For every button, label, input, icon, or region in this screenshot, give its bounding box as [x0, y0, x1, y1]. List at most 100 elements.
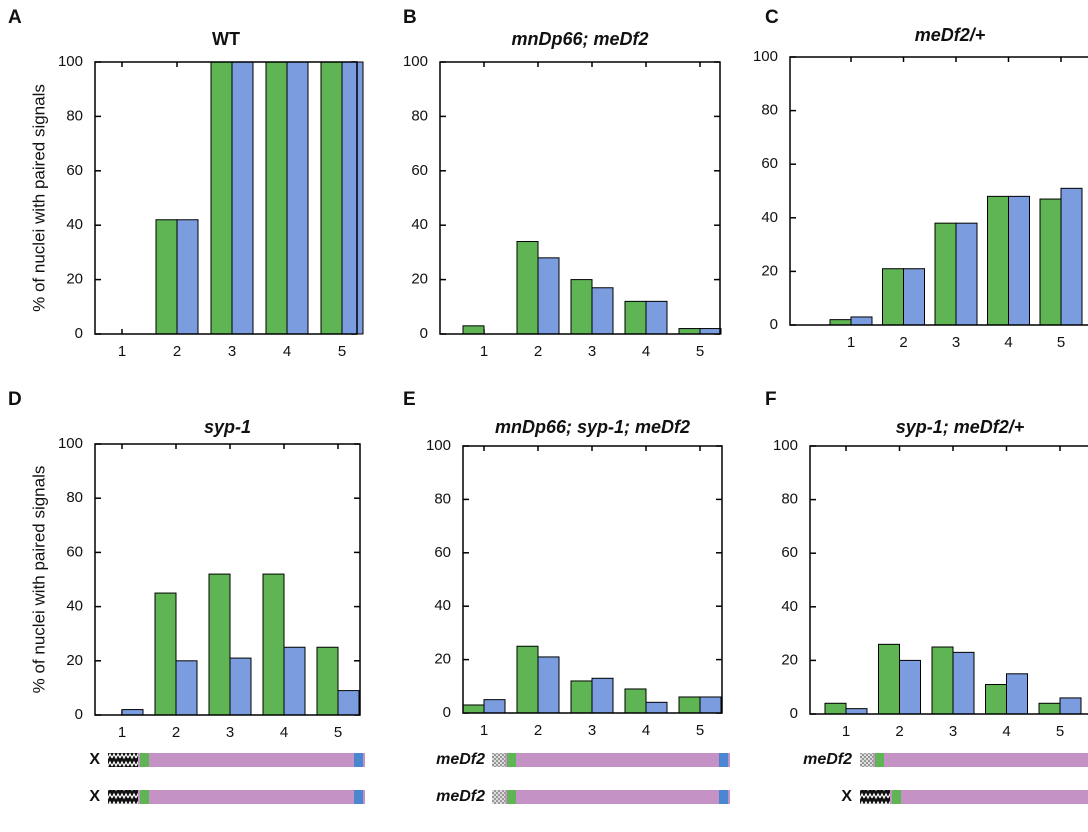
y-tick-label: 20 — [781, 651, 798, 668]
chromosome-end — [108, 753, 138, 767]
bar — [699, 328, 722, 335]
y-tick-label: 40 — [761, 209, 778, 226]
chromosome-label: X — [89, 751, 100, 768]
x-tick-label: 4 — [280, 724, 288, 741]
bar — [229, 657, 252, 716]
bar — [934, 222, 957, 326]
plot-frame — [94, 61, 358, 335]
bar — [320, 61, 343, 335]
chromosome-label: meDf2 — [436, 788, 485, 805]
chromosome-pairing-center — [892, 790, 901, 804]
bar — [155, 219, 178, 335]
y-tick-label: 60 — [761, 155, 778, 172]
bar — [337, 690, 360, 716]
y-tick-label: 100 — [753, 48, 778, 65]
bar — [678, 328, 701, 335]
bar — [483, 699, 506, 714]
bar — [645, 300, 668, 335]
plot-frame — [439, 61, 721, 335]
chromosome-end — [108, 790, 138, 804]
x-tick-label: 3 — [588, 343, 596, 360]
bar — [516, 645, 539, 714]
x-tick-label: 1 — [480, 343, 488, 360]
bar — [985, 684, 1007, 715]
x-tick-label: 2 — [899, 334, 907, 351]
bar — [678, 696, 701, 714]
x-tick-label: 1 — [118, 724, 126, 741]
bar — [624, 300, 647, 335]
bar — [1006, 673, 1028, 715]
panel-label: E — [403, 389, 416, 410]
y-tick-label: 40 — [411, 216, 428, 233]
y-tick-label: 0 — [770, 316, 778, 333]
bar — [955, 222, 978, 326]
bar — [931, 646, 954, 715]
chromosome-pairing-center — [140, 790, 149, 804]
panel-label: C — [765, 7, 779, 28]
x-tick-label: 3 — [228, 343, 236, 360]
bar — [262, 573, 285, 716]
x-tick-label: 1 — [842, 723, 850, 740]
y-axis-label: % of nuclei with paired signals — [29, 84, 48, 312]
chart-title: syp-1 — [204, 417, 251, 437]
x-tick-label: 2 — [534, 722, 542, 739]
bar — [591, 677, 614, 714]
chromosome-label: X — [841, 788, 852, 805]
bar — [987, 195, 1009, 326]
bar — [231, 61, 254, 335]
y-tick-label: 20 — [66, 652, 83, 669]
y-tick-label: 0 — [443, 704, 451, 721]
y-tick-label: 100 — [58, 53, 83, 70]
bar — [210, 61, 233, 335]
chart-title: WT — [212, 29, 240, 49]
bar — [1038, 702, 1061, 715]
y-tick-label: 100 — [426, 437, 451, 454]
bar — [903, 268, 925, 326]
y-tick-label: 60 — [781, 544, 798, 561]
x-tick-label: 5 — [1056, 723, 1064, 740]
x-tick-label: 2 — [534, 343, 542, 360]
chromosome-end — [492, 753, 505, 767]
x-tick-label: 5 — [334, 724, 342, 741]
x-tick-label: 3 — [949, 723, 957, 740]
bar — [952, 651, 975, 715]
bar — [850, 316, 873, 326]
bar — [829, 319, 852, 326]
bar — [591, 287, 614, 335]
chromosome-body — [860, 753, 1088, 767]
chromosome-pairing-center — [507, 753, 516, 767]
y-tick-label: 40 — [66, 216, 83, 233]
plot-frame — [809, 445, 1088, 715]
bar — [1039, 198, 1062, 326]
bar — [286, 61, 309, 335]
x-tick-label: 5 — [1057, 334, 1065, 351]
bar — [265, 61, 288, 335]
x-tick-label: 2 — [173, 343, 181, 360]
x-tick-label: 5 — [696, 343, 704, 360]
y-tick-label: 20 — [411, 271, 428, 288]
y-tick-label: 80 — [761, 102, 778, 119]
chromosome-tip — [354, 790, 363, 804]
bar — [624, 688, 647, 714]
y-tick-label: 0 — [75, 706, 83, 723]
y-tick-label: 20 — [761, 262, 778, 279]
chromosome-pairing-center — [507, 790, 516, 804]
bar — [570, 680, 593, 714]
chromosome-tip — [719, 790, 728, 804]
chromosome-tip — [719, 753, 728, 767]
bar — [537, 257, 560, 335]
panel-label: D — [8, 389, 22, 410]
y-tick-label: 60 — [434, 544, 451, 561]
y-tick-label: 80 — [411, 107, 428, 124]
x-tick-label: 2 — [895, 723, 903, 740]
panel-label: B — [403, 7, 417, 28]
y-tick-label: 40 — [66, 598, 83, 615]
y-tick-label: 60 — [66, 162, 83, 179]
bar — [316, 646, 339, 716]
chromosome-tip — [354, 753, 363, 767]
y-tick-label: 20 — [66, 271, 83, 288]
bar — [341, 61, 364, 335]
x-tick-label: 1 — [118, 343, 126, 360]
panel-label: F — [765, 389, 777, 410]
